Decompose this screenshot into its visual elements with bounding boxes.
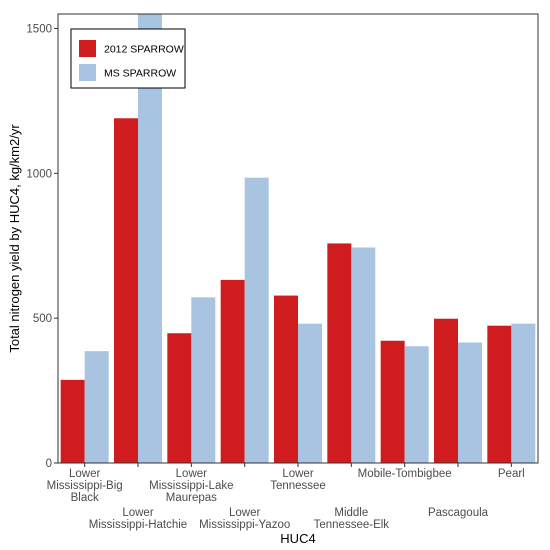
- bars-layer: [60, 14, 536, 464]
- x-tick-label: Mobile-Tombigbee: [358, 468, 452, 480]
- x-tick-label-line: Lower: [176, 468, 207, 480]
- bar-series2-cat6: [351, 247, 376, 463]
- x-tick-label: Lower Mississippi-Lake Maurepas: [149, 468, 233, 504]
- bar-series1-cat1: [60, 379, 85, 463]
- bar-series1-cat8: [434, 318, 458, 463]
- x-tick-label: Lower Mississippi-Big Black: [47, 468, 123, 504]
- x-tick-label-line: Mississippi-Lake: [149, 480, 233, 492]
- x-tick-label-line: Maurepas: [166, 492, 217, 504]
- x-tick-label-line: Pascagoula: [428, 507, 489, 519]
- bar-series2-cat4: [244, 177, 269, 464]
- legend-swatch: [79, 40, 96, 57]
- x-tick-label-line: Mississippi-Big: [47, 480, 123, 492]
- bar-series2-cat8: [458, 342, 482, 463]
- x-tick-label: Lower Tennessee: [270, 468, 326, 492]
- bar-series1-cat6: [327, 243, 352, 463]
- x-tick-label-line: Lower: [69, 468, 100, 480]
- legend-swatch: [79, 64, 96, 81]
- x-tick-label: Lower Mississippi-Yazoo: [199, 507, 290, 531]
- y-tick-label: 1500: [26, 23, 52, 35]
- bar-series1-cat4: [220, 279, 245, 463]
- bar-series1-cat3: [167, 333, 192, 463]
- y-tick-label: 1000: [26, 168, 52, 180]
- bar-series2-cat3: [191, 297, 216, 463]
- y-tick-label: 0: [46, 458, 52, 470]
- bar-series2-cat7: [404, 346, 429, 463]
- bar-series1-cat7: [380, 340, 405, 463]
- bar-series1-cat5: [274, 295, 298, 463]
- x-tick-label-line: Lower: [282, 468, 313, 480]
- x-tick-label-line: Mobile-Tombigbee: [358, 468, 452, 480]
- bar-series1-cat9: [487, 325, 512, 463]
- x-tick-label: Lower Mississippi-Hatchie: [89, 507, 187, 531]
- x-tick-label: Pearl: [498, 468, 525, 480]
- x-tick-label-line: Tennessee: [270, 480, 326, 492]
- legend: 2012 SPARROW MS SPARROW: [70, 28, 186, 89]
- bar-series2-cat1: [84, 351, 109, 463]
- x-tick-label-line: Pearl: [498, 468, 525, 480]
- bar-series1-cat2: [114, 118, 138, 463]
- x-tick-label-line: Mississippi-Yazoo: [199, 519, 290, 531]
- legend-label: MS SPARROW: [104, 68, 176, 80]
- x-tick-label: Middle Tennessee-Elk: [314, 507, 390, 531]
- x-tick-label-line: Lower: [122, 507, 153, 519]
- legend-label: 2012 SPARROW: [104, 44, 184, 56]
- x-tick-label-line: Lower: [229, 507, 260, 519]
- y-tick-label: 500: [33, 313, 52, 325]
- bar-series2-cat2: [138, 14, 162, 463]
- x-tick-label-line: Tennessee-Elk: [314, 519, 390, 531]
- x-tick-label-line: Mississippi-Hatchie: [89, 519, 187, 531]
- y-axis-title: Total nitrogen yield by HUC4, kg/km2/yr: [7, 124, 22, 353]
- bar-series2-cat5: [298, 323, 322, 463]
- x-tick-label-line: Middle: [334, 507, 368, 519]
- bar-series2-cat9: [511, 323, 536, 463]
- x-axis-title: HUC4: [280, 531, 315, 546]
- x-tick-label: Pascagoula: [428, 507, 489, 519]
- y-axis: 0 500 1000 1500: [26, 23, 58, 470]
- x-tick-label-line: Black: [71, 492, 99, 504]
